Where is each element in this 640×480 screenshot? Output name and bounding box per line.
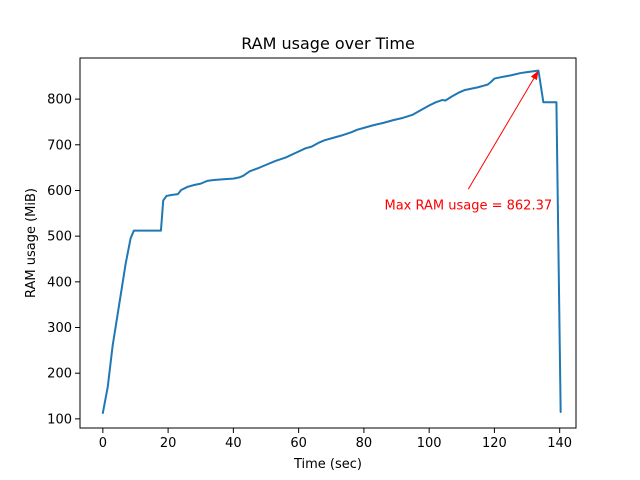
y-tick-label: 700: [47, 138, 72, 153]
y-tick-label: 600: [47, 184, 72, 199]
y-axis-label: RAM usage (MiB): [24, 188, 39, 298]
x-tick-label: 60: [290, 436, 307, 451]
y-tick-label: 300: [47, 321, 72, 336]
x-axis-ticks: 0 20 40 60 80 100 120 140: [99, 428, 572, 451]
x-tick-label: 100: [417, 436, 442, 451]
axes-frame: [79, 57, 577, 429]
x-tick-label: 140: [547, 436, 572, 451]
max-ram-annotation-text: Max RAM usage = 862.37: [384, 199, 552, 214]
x-tick-label: 120: [482, 436, 507, 451]
x-tick-label: 40: [225, 436, 242, 451]
annotation-arrow-head: [530, 70, 539, 81]
y-axis-ticks: 100 200 300 400 500 600 700 800: [47, 93, 80, 427]
x-tick-label: 0: [99, 436, 107, 451]
x-axis-label: Time (sec): [293, 457, 362, 472]
x-tick-label: 20: [160, 436, 177, 451]
y-tick-label: 100: [47, 412, 72, 427]
series-line-0: [101, 69, 562, 414]
annotation-layer: Max RAM usage = 862.37: [384, 70, 552, 214]
series-layer: [101, 69, 562, 414]
chart-title: RAM usage over Time: [241, 34, 415, 53]
annotation-arrow-line: [467, 78, 535, 190]
x-tick-label: 80: [356, 436, 373, 451]
y-tick-label: 200: [47, 367, 72, 382]
y-tick-label: 800: [47, 93, 72, 108]
y-tick-label: 400: [47, 275, 72, 290]
y-tick-label: 500: [47, 230, 72, 245]
plot-area: [79, 57, 577, 429]
